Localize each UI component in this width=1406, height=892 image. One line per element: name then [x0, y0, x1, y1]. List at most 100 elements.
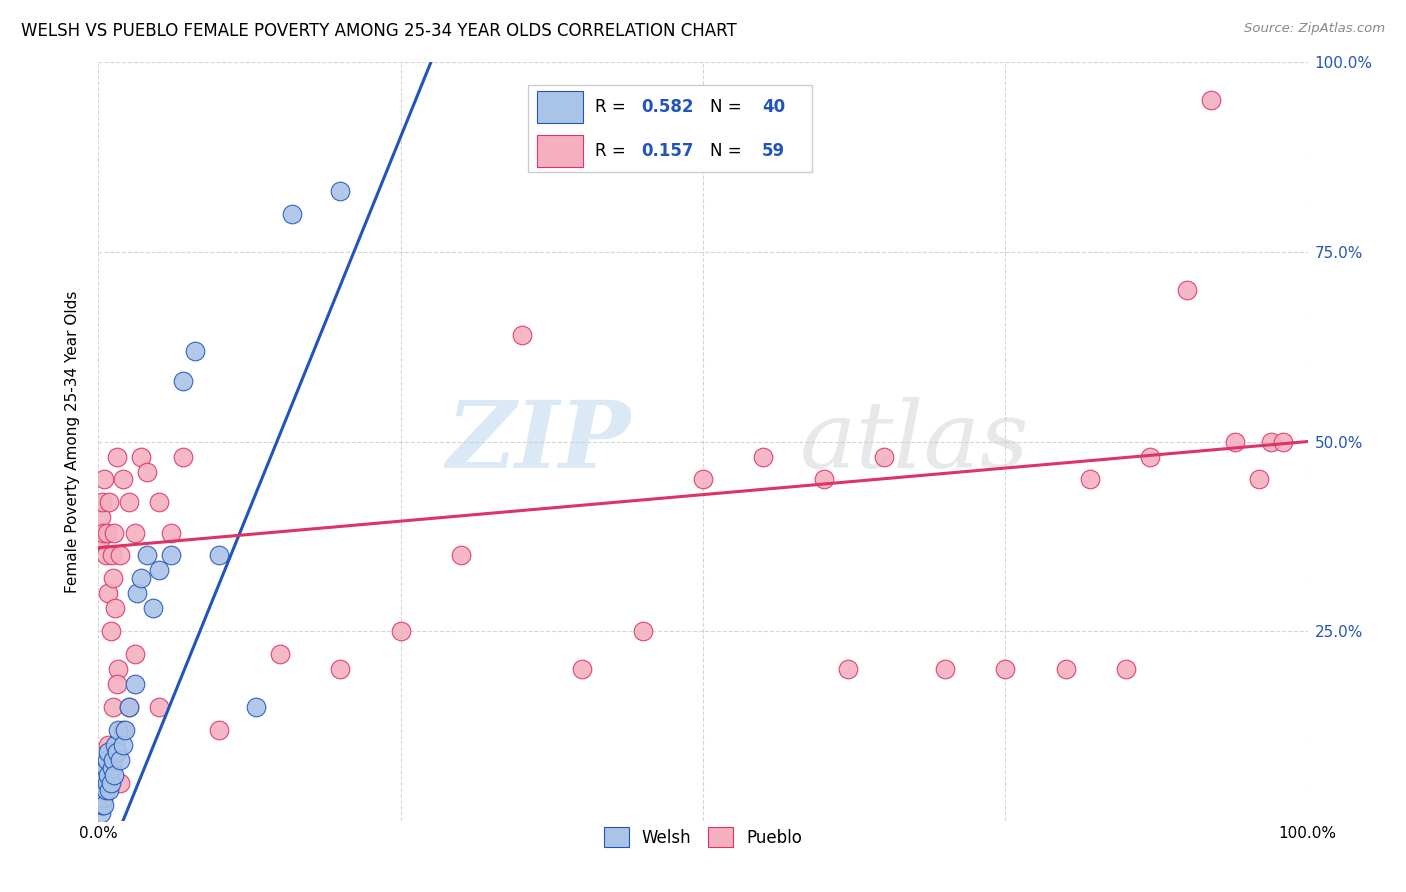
- Point: [450, 548, 472, 563]
- Point: [160, 548, 183, 563]
- Point: [148, 699, 170, 714]
- Point: [1199, 94, 1222, 108]
- Point: [184, 343, 207, 358]
- Point: [1115, 662, 1137, 676]
- Point: [91, 525, 114, 540]
- Point: [127, 586, 149, 600]
- Text: R =: R =: [595, 98, 631, 116]
- Point: [172, 374, 194, 388]
- Y-axis label: Female Poverty Among 25-34 Year Olds: Female Poverty Among 25-34 Year Olds: [65, 291, 80, 592]
- Text: Source: ZipAtlas.com: Source: ZipAtlas.com: [1244, 22, 1385, 36]
- Point: [89, 533, 111, 548]
- Text: N =: N =: [710, 142, 747, 160]
- Point: [118, 495, 141, 509]
- Point: [934, 662, 956, 676]
- Point: [90, 510, 112, 524]
- Text: 0.157: 0.157: [641, 142, 693, 160]
- Legend: Welsh, Pueblo: Welsh, Pueblo: [598, 821, 808, 854]
- Point: [98, 495, 121, 509]
- Point: [172, 450, 194, 464]
- Point: [101, 699, 124, 714]
- Point: [813, 473, 835, 487]
- Point: [148, 495, 170, 509]
- Point: [96, 525, 118, 540]
- Point: [148, 564, 170, 578]
- Point: [329, 184, 352, 198]
- Point: [329, 662, 352, 676]
- Point: [245, 699, 267, 714]
- Point: [94, 548, 117, 563]
- Point: [1078, 473, 1101, 487]
- Point: [1054, 662, 1077, 676]
- Point: [124, 647, 146, 661]
- Point: [692, 473, 714, 487]
- Point: [124, 677, 146, 691]
- Point: [1272, 434, 1295, 449]
- Point: [91, 495, 114, 509]
- Text: ZIP: ZIP: [446, 397, 630, 486]
- Point: [111, 738, 134, 752]
- Point: [105, 450, 128, 464]
- Point: [90, 806, 112, 821]
- Point: [160, 525, 183, 540]
- Text: R =: R =: [595, 142, 631, 160]
- FancyBboxPatch shape: [537, 91, 583, 123]
- Point: [111, 723, 134, 737]
- Point: [142, 601, 165, 615]
- Point: [269, 647, 291, 661]
- Point: [124, 525, 146, 540]
- Point: [1139, 450, 1161, 464]
- Text: WELSH VS PUEBLO FEMALE POVERTY AMONG 25-34 YEAR OLDS CORRELATION CHART: WELSH VS PUEBLO FEMALE POVERTY AMONG 25-…: [21, 22, 737, 40]
- Point: [93, 768, 115, 782]
- Text: atlas: atlas: [800, 397, 1029, 486]
- Point: [1249, 473, 1271, 487]
- Point: [108, 753, 131, 767]
- Point: [105, 746, 128, 760]
- Point: [281, 207, 304, 221]
- Point: [91, 783, 114, 797]
- Point: [90, 791, 112, 805]
- Point: [98, 783, 121, 797]
- Point: [93, 798, 115, 813]
- Point: [104, 601, 127, 615]
- Point: [100, 624, 122, 639]
- Point: [100, 548, 122, 563]
- Point: [111, 473, 134, 487]
- Point: [103, 525, 125, 540]
- Point: [994, 662, 1017, 676]
- Point: [101, 753, 124, 767]
- Point: [873, 450, 896, 464]
- Point: [100, 760, 122, 774]
- Point: [114, 723, 136, 737]
- Point: [1223, 434, 1246, 449]
- Point: [108, 548, 131, 563]
- Point: [91, 791, 114, 805]
- Point: [104, 738, 127, 752]
- Point: [118, 699, 141, 714]
- Point: [100, 753, 122, 767]
- Point: [96, 753, 118, 767]
- Text: 0.582: 0.582: [641, 98, 693, 116]
- FancyBboxPatch shape: [537, 135, 583, 167]
- Point: [91, 798, 114, 813]
- Point: [571, 662, 593, 676]
- Point: [89, 798, 111, 813]
- Point: [389, 624, 412, 639]
- Point: [1260, 434, 1282, 449]
- Point: [752, 450, 775, 464]
- Text: 59: 59: [762, 142, 786, 160]
- Point: [129, 571, 152, 585]
- Point: [135, 548, 157, 563]
- Point: [208, 723, 231, 737]
- Point: [100, 776, 122, 790]
- Point: [118, 699, 141, 714]
- Point: [93, 473, 115, 487]
- Point: [510, 328, 533, 343]
- Point: [103, 768, 125, 782]
- Point: [135, 465, 157, 479]
- Point: [94, 760, 117, 774]
- Point: [97, 768, 120, 782]
- Point: [96, 776, 118, 790]
- Point: [97, 586, 120, 600]
- Text: N =: N =: [710, 98, 747, 116]
